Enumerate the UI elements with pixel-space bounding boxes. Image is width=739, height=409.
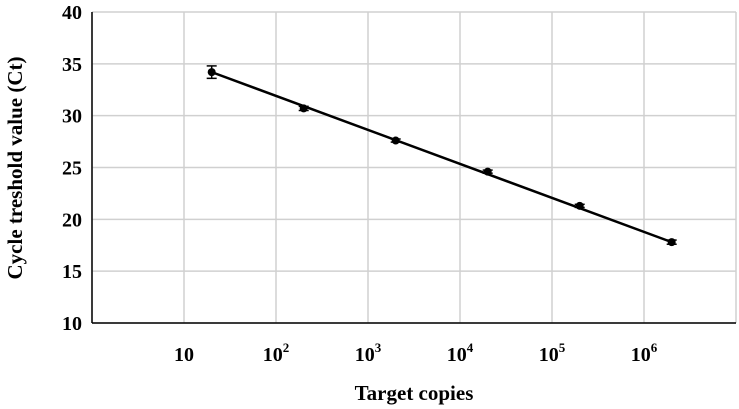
y-tick-label: 40 xyxy=(62,2,82,24)
x-tick-label: 103 xyxy=(355,340,382,366)
data-points xyxy=(206,65,677,247)
y-tick-label: 35 xyxy=(62,54,82,76)
data-point xyxy=(207,68,216,77)
y-axis-title: Cycle treshold value (Ct) xyxy=(3,57,27,280)
data-point xyxy=(575,201,584,210)
y-tick-label: 15 xyxy=(62,261,82,283)
y-tick-label: 30 xyxy=(62,106,82,128)
data-point xyxy=(299,104,308,113)
y-tick-label: 20 xyxy=(62,209,82,231)
y-tick-labels: 10 15 20 25 30 35 40 xyxy=(62,2,82,335)
x-axis-title: Target copies xyxy=(355,381,474,405)
trendline xyxy=(211,70,673,244)
data-point xyxy=(667,238,676,247)
x-tick-labels: 10 102 103 104 105 106 xyxy=(174,340,658,366)
y-tick-label: 25 xyxy=(62,158,82,180)
data-point xyxy=(483,167,492,176)
x-tick-label: 104 xyxy=(447,340,474,366)
x-tick-label: 10 xyxy=(174,344,194,366)
x-tick-label: 106 xyxy=(631,340,658,366)
x-tick-label: 105 xyxy=(539,340,566,366)
x-tick-label: 102 xyxy=(263,340,290,366)
data-point xyxy=(391,136,400,145)
axes xyxy=(91,12,736,324)
grid xyxy=(91,11,737,324)
y-tick-label: 10 xyxy=(62,313,82,335)
trendlines xyxy=(211,70,673,244)
